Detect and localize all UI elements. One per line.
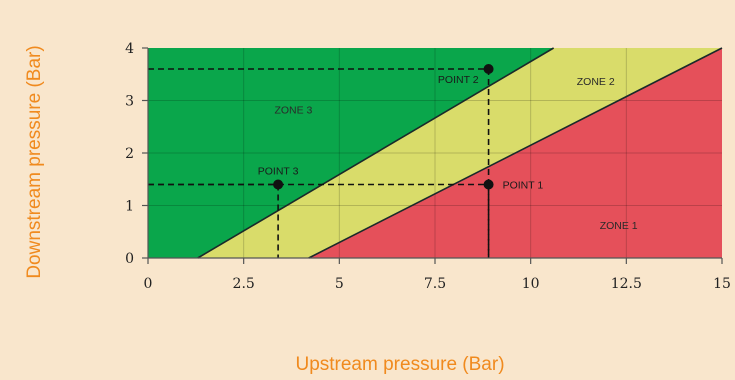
x-tick-label: 0 — [144, 276, 153, 292]
y-axis-title: Downstream pressure (Bar) — [24, 45, 45, 278]
x-tick-label: 12.5 — [611, 276, 642, 292]
y-tick-label: 3 — [125, 94, 134, 110]
zone-boundary-1 — [197, 47, 555, 259]
x-tick-label: 2.5 — [233, 276, 255, 292]
x-tick-label: 5 — [335, 276, 344, 292]
y-tick-label: 1 — [125, 199, 134, 215]
zone-label-2: ZONE 2 — [577, 76, 615, 88]
y-tick-label: 0 — [125, 251, 134, 267]
x-tick-label: 10 — [522, 276, 540, 292]
point-label-1: POINT 1 — [503, 180, 544, 192]
zone-label-3: ZONE 3 — [274, 105, 312, 117]
point-label-2: POINT 2 — [438, 74, 479, 86]
data-point-3 — [273, 179, 284, 190]
point-label-3: POINT 3 — [258, 166, 299, 178]
x-axis-title: Upstream pressure (Bar) — [295, 354, 504, 375]
y-tick-label: 2 — [125, 146, 134, 162]
y-tick-label: 4 — [125, 41, 134, 57]
zone-boundary-2 — [308, 47, 723, 259]
x-tick-label: 15 — [713, 276, 731, 292]
zone-label-1: ZONE 1 — [600, 220, 638, 232]
x-tick-label: 7.5 — [424, 276, 446, 292]
data-point-2 — [483, 64, 494, 74]
data-point-1 — [483, 179, 494, 190]
